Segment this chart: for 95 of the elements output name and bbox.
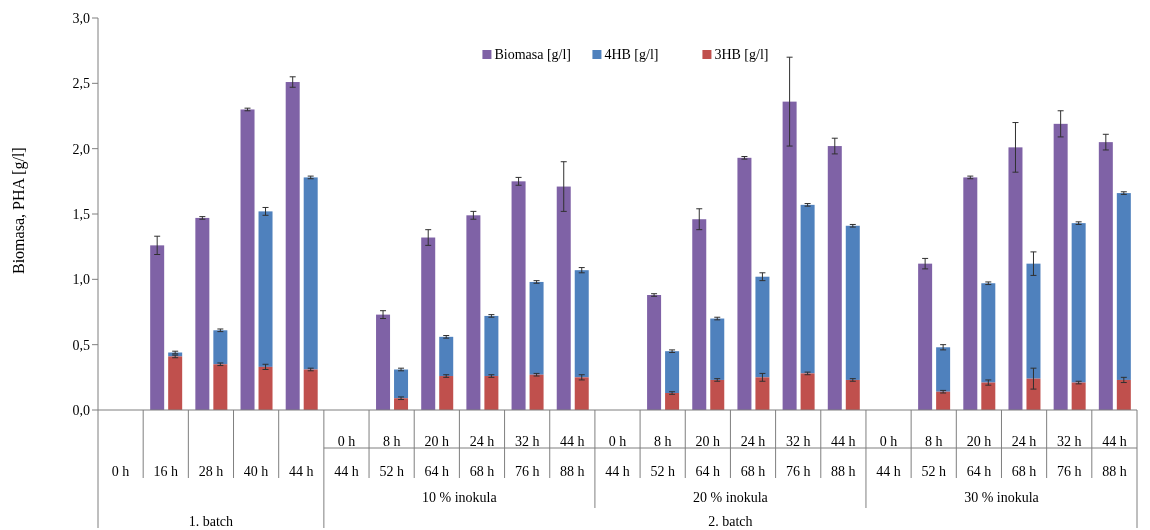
y-tick-label: 3,0 [72,10,90,26]
y-tick-label: 2,0 [72,141,90,157]
x-tick-label: 32 h 76 h [1056,434,1082,479]
x-tick-label: 44 h 88 h [560,434,585,479]
x-tick-label: 24 h 68 h [740,434,766,479]
legend-label: 4HB [g/l] [604,47,659,62]
bar [394,398,409,410]
x-tick-label: 0 h 44 h [605,434,630,479]
y-axis-title: Biomasa, PHA [g/l] [9,147,28,274]
bar [1026,263,1041,379]
bar [213,330,228,365]
x-tick-label: 8 h 52 h [650,434,675,479]
bar [710,379,725,410]
bar [511,181,526,410]
x-tick-label: 20 h 64 h [966,434,992,479]
bar [574,377,589,410]
bar [258,366,273,410]
bar [782,101,797,410]
bar [394,369,409,399]
bar [1116,379,1131,410]
x-tick-label: 8 h 52 h [379,434,404,479]
bar [827,146,842,410]
bar [1008,147,1023,410]
bar [1026,378,1041,410]
text: 10 % inokula [422,490,498,505]
text: 20 % inokula [693,490,769,505]
bar [439,376,454,410]
bar [303,177,318,370]
bar [150,245,165,410]
bar [755,276,770,378]
bar [213,364,228,410]
x-tick-label: 0 h 44 h [876,434,901,479]
x-tick-label: 44 h 88 h [1102,434,1127,479]
bar [737,157,752,410]
bar [529,374,544,410]
bar [303,369,318,410]
x-tick-label: 0 h [111,464,130,479]
bar [981,382,996,410]
y-tick-label: 0,0 [72,402,90,418]
x-tick-label: 24 h 68 h [469,434,495,479]
x-tick-label: 32 h 76 h [514,434,540,479]
bar [529,281,544,375]
bar [800,204,815,374]
bar [665,351,680,394]
bar [574,270,589,378]
bar [755,377,770,410]
x-tick-label: 20 h 64 h [424,434,450,479]
bar [710,318,725,380]
legend-label: Biomasa [g/l] [494,47,572,62]
text: 1. batch [188,514,234,529]
bar [1053,123,1068,410]
bar [692,219,707,410]
x-tick-label: 20 h 64 h [695,434,721,479]
x-tick-label: 24 h 68 h [1011,434,1037,479]
bar [1071,223,1086,383]
bar [800,373,815,410]
x-tick-label: 32 h 76 h [785,434,811,479]
bar [936,391,951,410]
bar [195,217,210,410]
y-tick-label: 2,5 [72,76,90,92]
bar [168,356,183,410]
bar [466,215,481,410]
bar [936,347,951,392]
y-tick-label: 0,5 [72,337,90,353]
x-tick-label: 40 h [243,464,269,479]
x-tick-label: 8 h 52 h [921,434,946,479]
bar [285,82,300,410]
x-tick-label: 44 h [289,464,314,479]
y-tick-label: 1,5 [72,206,90,222]
bar [240,109,255,410]
bar [963,177,978,410]
bar [918,263,933,410]
x-tick-label: 44 h 88 h [831,434,856,479]
bar [484,376,499,410]
text: 2. batch [708,514,753,529]
bar [376,314,391,410]
bar [647,295,662,410]
y-tick-label: 1,0 [72,272,90,288]
bar [556,186,571,410]
bar [1116,193,1131,380]
text: 30 % inokula [964,490,1040,505]
legend-label: 3HB [g/l] [714,47,769,62]
bar [1071,382,1086,410]
bar [421,237,436,410]
x-tick-label: 0 h 44 h [334,434,359,479]
bar [845,379,860,410]
bar [981,283,996,383]
bar [1098,142,1113,410]
bar [258,211,273,367]
bar [484,315,499,377]
x-tick-label: 28 h [198,464,224,479]
x-tick-label: 16 h [153,464,179,479]
bar [665,393,680,410]
bar [439,336,454,377]
bar [845,225,860,380]
